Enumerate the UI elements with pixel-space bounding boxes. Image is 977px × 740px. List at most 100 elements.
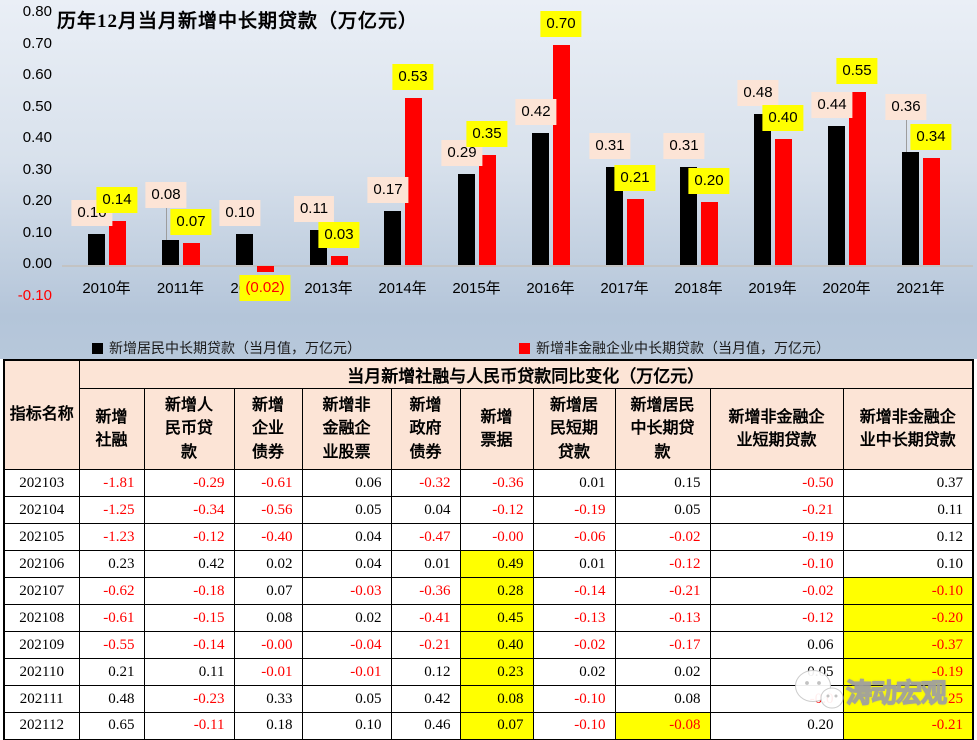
chart-bar-corporate — [330, 255, 348, 265]
chart-bar-corporate — [478, 154, 496, 265]
table-cell: 0.40 — [459, 631, 534, 659]
table-cell: 0.01 — [532, 469, 616, 497]
chart-data-label: 0.55 — [836, 57, 878, 84]
table-cell: -1.25 — [78, 496, 145, 524]
chart-data-label: 0.44 — [811, 92, 853, 119]
table-cell: 0.45 — [459, 604, 534, 632]
chart-bar-corporate — [108, 220, 126, 265]
table-cell: 0.01 — [390, 550, 461, 578]
table-row: 202104 -1.25 -0.34 -0.56 0.05 0.04 -0.12 -0.19 0… — [3, 496, 974, 524]
table-cell: -0.10 — [709, 550, 844, 578]
chart-data-label: 0.14 — [96, 186, 138, 213]
table-cell: 0.04 — [390, 496, 461, 524]
table-row: 202109 -0.55 -0.14 -0.00 -0.04 -0.21 0.40 -0.02… — [3, 631, 974, 659]
column-header: 新增居民中长期贷款 — [614, 388, 711, 470]
table-cell: 0.02 — [532, 658, 616, 686]
table-cell: 0.12 — [842, 523, 974, 551]
chart-bar-corporate — [700, 202, 718, 265]
y-axis-tick-label: 0.50 — [22, 97, 52, 115]
table-cell: -1.81 — [78, 469, 145, 497]
table-cell: 0.02 — [301, 604, 392, 632]
table-cell: 0.06 — [709, 631, 844, 659]
chart-data-label: 0.10 — [71, 199, 113, 226]
chart-data-label: 0.20 — [688, 168, 730, 194]
chart-data-label: 0.10 — [219, 199, 261, 226]
chart-data-label: 0.34 — [910, 123, 952, 150]
table-cell: -0.23 — [143, 685, 235, 713]
x-axis-line — [62, 265, 973, 267]
chart-bar-resident — [753, 113, 771, 265]
table-cell: -0.14 — [532, 577, 616, 605]
table-cell: -0.13 — [614, 604, 711, 632]
table-cell: 0.18 — [233, 712, 303, 740]
table-cell: 0.20 — [709, 712, 844, 740]
chart-data-label: 0.21 — [614, 164, 656, 191]
table-cell: 0.42 — [143, 550, 235, 578]
table-cell: -0.15 — [143, 604, 235, 632]
table-cell: -0.04 — [301, 631, 392, 659]
chart-bar-corporate — [552, 44, 570, 265]
table-row: 202111 0.48 -0.23 0.33 0.05 0.42 0.08 -0.10 0.08… — [3, 685, 974, 713]
table-cell: 0.05 — [301, 685, 392, 713]
x-axis-category-label: 2010年 — [82, 280, 131, 297]
chart-bar-resident — [457, 173, 475, 265]
table-group-header: 当月新增社融与人民币贷款同比变化（万亿元） — [78, 359, 974, 389]
x-axis-category-label: 2011年 — [156, 280, 205, 297]
table-cell: -0.02 — [532, 631, 616, 659]
table-cell: -0.32 — [390, 469, 461, 497]
table-cell: -0.55 — [78, 631, 145, 659]
y-axis-tick-label: -0.10 — [17, 286, 52, 304]
table-cell: 0.42 — [390, 685, 461, 713]
table-cell: -0.00 — [459, 523, 534, 551]
legend-swatch-black-icon — [92, 342, 103, 354]
legend-label-corporate: 新增非金融企业中长期贷款（当月值，万亿元） — [536, 340, 830, 356]
x-axis-category-label: 2019年 — [748, 280, 797, 297]
y-axis-tick-label: 0.70 — [22, 34, 52, 52]
chart-bar-corporate — [922, 157, 940, 265]
legend-label-resident: 新增居民中长期贷款（当月值，万亿元） — [109, 340, 361, 356]
y-axis-tick-label: 0.00 — [22, 255, 52, 272]
chart-data-label: 0.48 — [737, 79, 779, 106]
chart-data-label: 0.07 — [170, 208, 212, 235]
chart-bar-resident — [161, 239, 179, 265]
chart-data-label: 0.53 — [392, 64, 434, 91]
table-cell: 0.08 — [614, 685, 711, 713]
y-axis-tick-label: 0.30 — [22, 160, 52, 178]
table-cell: -0.19 — [842, 658, 974, 686]
chart-title: 历年12月当月新增中长期贷款（万亿元） — [57, 11, 419, 32]
table-cell: 0.65 — [78, 712, 145, 740]
chart-bar-resident — [235, 233, 253, 265]
legend-swatch-red-icon — [519, 342, 530, 354]
table-cell: 0.48 — [78, 685, 145, 713]
table-cell: 0.23 — [78, 550, 145, 578]
row-label: 202104 — [3, 496, 80, 524]
y-axis-tick-label: 0.10 — [22, 223, 52, 241]
table-cell: 0.11 — [842, 496, 974, 524]
table-cell: -0.21 — [614, 577, 711, 605]
x-axis-category-label: 2013年 — [304, 280, 353, 297]
table-cell: -0.01 — [301, 658, 392, 686]
table-cell: 0.10 — [301, 712, 392, 740]
row-label: 202103 — [3, 469, 80, 497]
y-axis-tick-label: 0.20 — [22, 192, 52, 209]
y-axis-tick-label: 0.60 — [22, 66, 52, 83]
table-cell: -0.00 — [233, 631, 303, 659]
table-cell: -0.12 — [614, 550, 711, 578]
chart-bar-corporate — [256, 266, 274, 273]
chart-bar-resident — [605, 167, 623, 265]
table-cell: -0.36 — [459, 469, 534, 497]
column-header: 新增政府债券 — [390, 388, 461, 470]
chart-bar-corporate — [182, 242, 200, 265]
chart-data-label: 0.11 — [293, 196, 335, 223]
column-header: 新增非金融企业股票 — [301, 388, 392, 470]
table-cell: -0.0 — [709, 685, 844, 713]
table-cell: -0.12 — [709, 604, 844, 632]
table-row: 202105 -1.23 -0.12 -0.40 0.04 -0.47 -0.00 -0.06… — [3, 523, 974, 551]
label-leader-line — [166, 207, 167, 240]
table-cell: 0.11 — [143, 658, 235, 686]
table-cell: 0.05 — [709, 658, 844, 686]
table-cell: -0.21 — [842, 712, 974, 740]
table-cell: -0.41 — [390, 604, 461, 632]
table-cell: -0.19 — [532, 496, 616, 524]
